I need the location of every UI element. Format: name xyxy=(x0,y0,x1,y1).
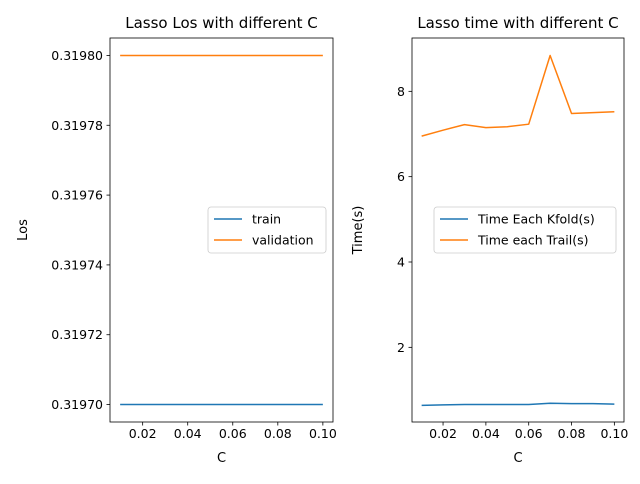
x-tick-label: 0.02 xyxy=(129,426,157,441)
legend-label-1: train xyxy=(252,212,281,227)
chart-1: 0.02 0.04 0.06 0.08 0.10 0.31970 0.31972 0.3197… xyxy=(16,14,337,466)
legend-label-2: validation xyxy=(252,233,314,248)
legend-frame xyxy=(433,206,617,254)
x-tick-label: 0.08 xyxy=(264,426,292,441)
x-tick-label: 0.06 xyxy=(515,426,543,441)
legend-label-2: Time each Trail(s) xyxy=(477,233,589,248)
legend: Time Each Kfold(s) Time each Trail(s) xyxy=(433,206,617,254)
x-tick-label: 0.04 xyxy=(472,426,500,441)
x-tick-label: 0.02 xyxy=(429,426,457,441)
y-tick-label: 0.31980 xyxy=(51,48,103,63)
series-line-2 xyxy=(421,54,615,137)
x-axis-label: C xyxy=(513,451,522,466)
y-tick-label: 2 xyxy=(397,340,405,355)
x-tick-label: 0.10 xyxy=(600,426,628,441)
y-tick-label: 6 xyxy=(397,169,405,184)
y-tick-label: 0.31978 xyxy=(51,118,103,133)
y-tick-label: 0.31970 xyxy=(51,397,103,412)
x-axis-label: C xyxy=(217,451,226,466)
series-line-1 xyxy=(421,402,615,407)
y-tick-label: 0.31972 xyxy=(51,327,103,342)
y-tick-label: 0.31976 xyxy=(51,188,103,203)
x-tick-label: 0.06 xyxy=(219,426,247,441)
x-tick-label: 0.10 xyxy=(309,426,337,441)
y-tick-label: 4 xyxy=(397,255,405,270)
chart-2: 0.02 0.04 0.06 0.08 0.10 2 4 6 8 Lasso time with … xyxy=(351,14,628,466)
y-axis-label: Los xyxy=(16,219,31,241)
x-tick-label: 0.04 xyxy=(174,426,202,441)
chart-title: Lasso time with different C xyxy=(417,14,618,32)
plot-frame xyxy=(411,37,625,423)
y-tick-label: 0.31974 xyxy=(51,257,103,272)
chart-title: Lasso Los with different C xyxy=(125,14,318,32)
legend: train validation xyxy=(207,206,327,254)
x-tick-label: 0.08 xyxy=(558,426,586,441)
y-axis-label: Time(s) xyxy=(351,206,366,256)
y-tick-label: 8 xyxy=(397,84,405,99)
plot-frame xyxy=(109,37,334,423)
legend-label-1: Time Each Kfold(s) xyxy=(477,212,595,227)
